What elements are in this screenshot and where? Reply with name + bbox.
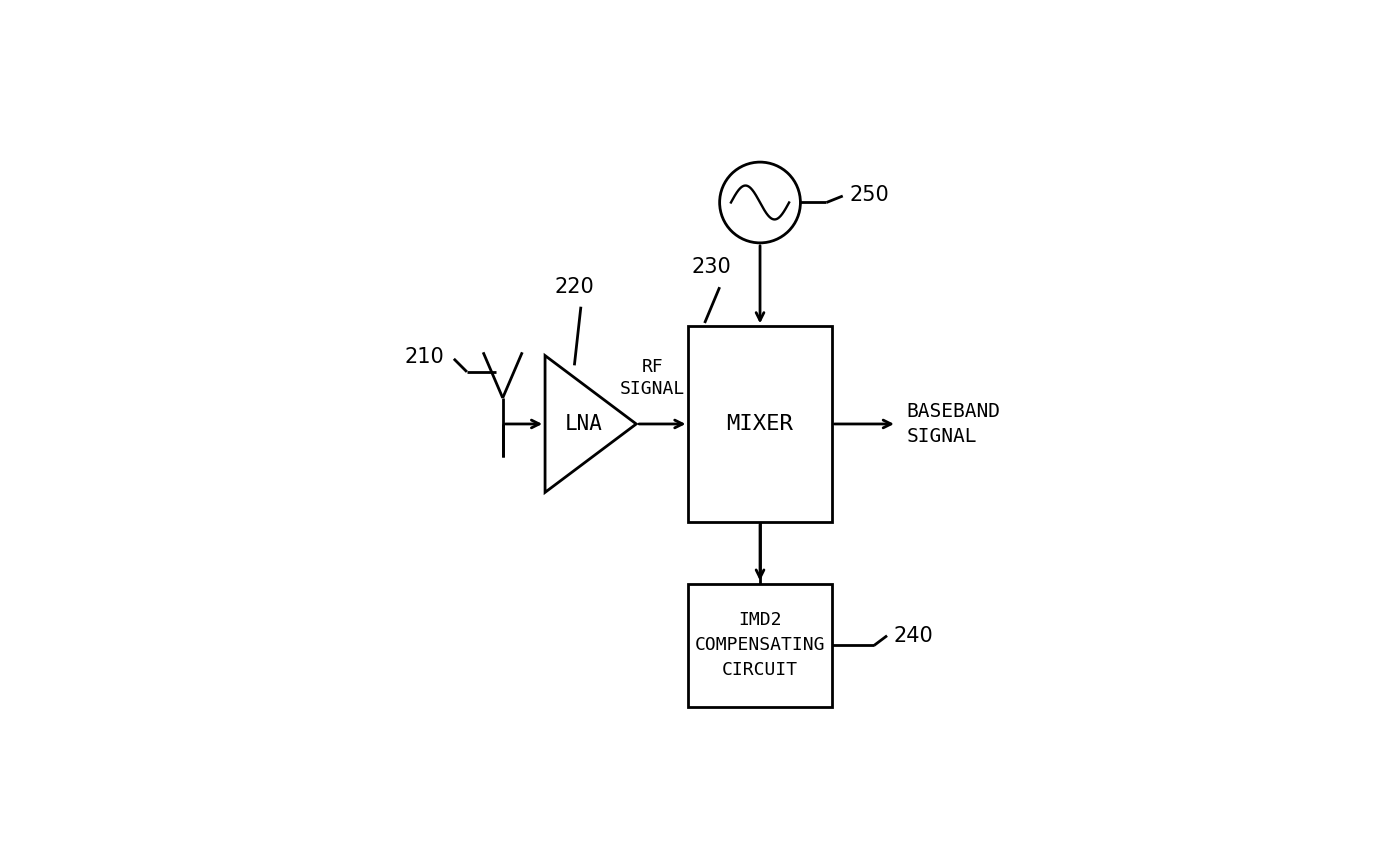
Text: BASEBAND
SIGNAL: BASEBAND SIGNAL (906, 402, 1001, 446)
Text: 210: 210 (404, 347, 445, 367)
Text: 250: 250 (849, 184, 889, 205)
Text: 240: 240 (894, 626, 934, 645)
Text: MIXER: MIXER (726, 414, 793, 434)
Bar (689, 327, 832, 522)
Text: 230: 230 (691, 257, 730, 277)
Text: 220: 220 (555, 277, 594, 297)
Bar (689, 584, 832, 707)
Text: IMD2
COMPENSATING
CIRCUIT: IMD2 COMPENSATING CIRCUIT (694, 612, 825, 679)
Circle shape (719, 162, 800, 243)
Text: RF
SIGNAL: RF SIGNAL (620, 358, 686, 398)
Text: LNA: LNA (565, 414, 604, 434)
